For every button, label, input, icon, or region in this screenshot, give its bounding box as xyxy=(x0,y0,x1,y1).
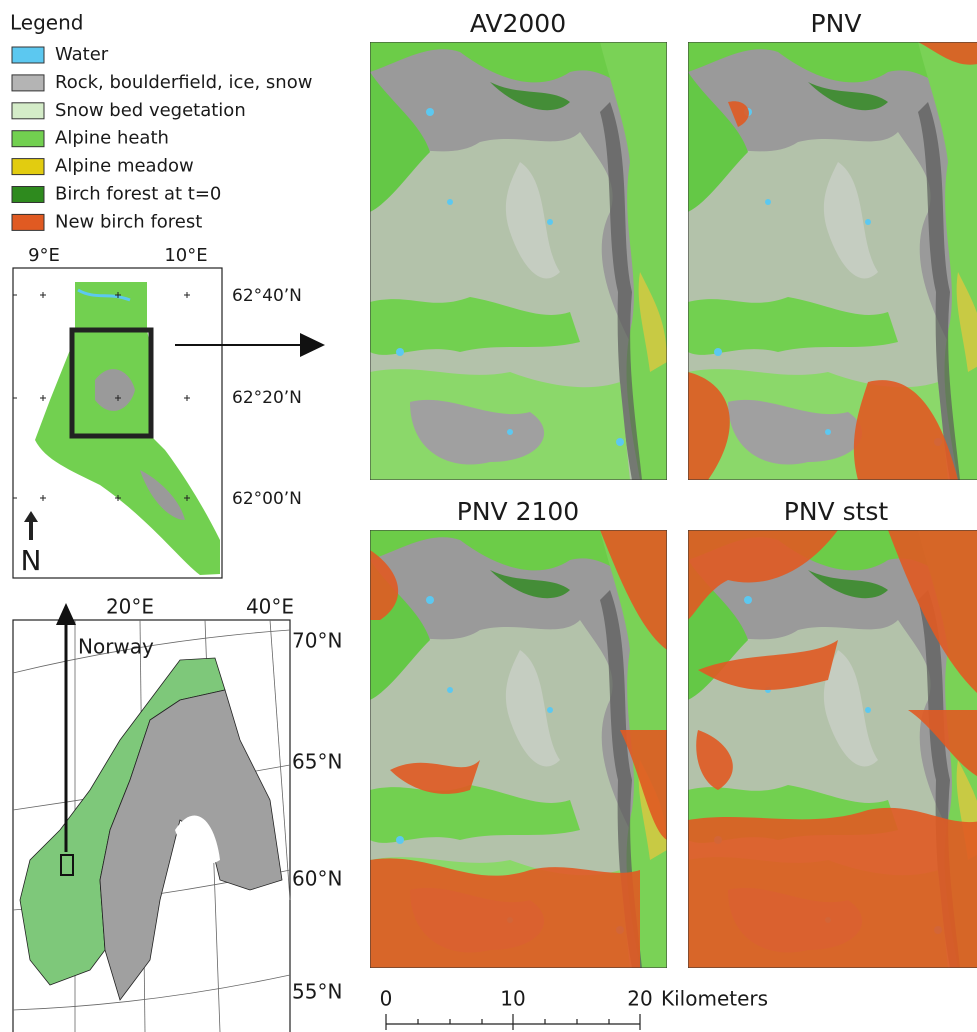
legend-title: Legend xyxy=(10,11,83,35)
map-panel xyxy=(370,530,667,968)
lon-label: 40°E xyxy=(246,595,294,619)
map-panel xyxy=(688,530,977,968)
lat-label: 62°40’N xyxy=(232,286,302,306)
lat-label: 65°N xyxy=(292,750,342,774)
inset-map xyxy=(13,268,325,578)
legend-swatch xyxy=(12,75,44,91)
legend-swatch xyxy=(12,187,44,203)
country-label: Norway xyxy=(78,635,154,659)
scale-label: 10 xyxy=(500,987,525,1011)
legend-swatch xyxy=(12,159,44,175)
panel-title: PNV xyxy=(811,9,862,38)
lat-label: 70°N xyxy=(292,629,342,653)
scale-label: 20 xyxy=(627,987,652,1011)
legend-label: Birch forest at t=0 xyxy=(55,184,221,205)
figure-canvas: Legend Water Rock, boulderfield, ice, sno… xyxy=(0,0,977,1032)
lat-label: 55°N xyxy=(292,980,342,1004)
panel-title: PNV stst xyxy=(784,497,889,526)
legend-swatch xyxy=(12,214,44,230)
lat-label: 62°20’N xyxy=(232,388,302,408)
lat-label: 62°00’N xyxy=(232,489,302,509)
scale-unit: Kilometers xyxy=(661,987,768,1011)
legend-swatch xyxy=(12,103,44,119)
new-birch-forest xyxy=(688,808,977,968)
map-panel xyxy=(370,42,667,480)
legend-label: Snow bed vegetation xyxy=(55,100,246,121)
lat-label: 60°N xyxy=(292,867,342,891)
panel-title: AV2000 xyxy=(470,9,566,38)
figure: Legend Water Rock, boulderfield, ice, sno… xyxy=(0,0,977,1032)
terrain xyxy=(370,42,667,480)
lon-label: 20°E xyxy=(106,595,154,619)
overview-map xyxy=(13,603,290,1032)
map-panel xyxy=(688,42,977,480)
legend: Water Rock, boulderfield, ice, snow Snow b… xyxy=(12,44,312,232)
north-label: N xyxy=(21,544,42,577)
legend-swatch xyxy=(12,47,44,63)
scale-bar xyxy=(386,1014,640,1030)
legend-label: Alpine meadow xyxy=(55,156,194,177)
panel-title: PNV 2100 xyxy=(457,497,579,526)
legend-label: Water xyxy=(55,44,109,65)
legend-label: Alpine heath xyxy=(55,128,169,149)
panels: AV2000 PNV PNV 2100 PNV stst xyxy=(370,9,977,968)
legend-swatch xyxy=(12,131,44,147)
lon-label: 9°E xyxy=(28,245,60,266)
lon-label: 10°E xyxy=(164,245,207,266)
legend-label: New birch forest xyxy=(55,211,202,232)
legend-label: Rock, boulderfield, ice, snow xyxy=(55,72,312,93)
scale-label: 0 xyxy=(380,987,393,1011)
